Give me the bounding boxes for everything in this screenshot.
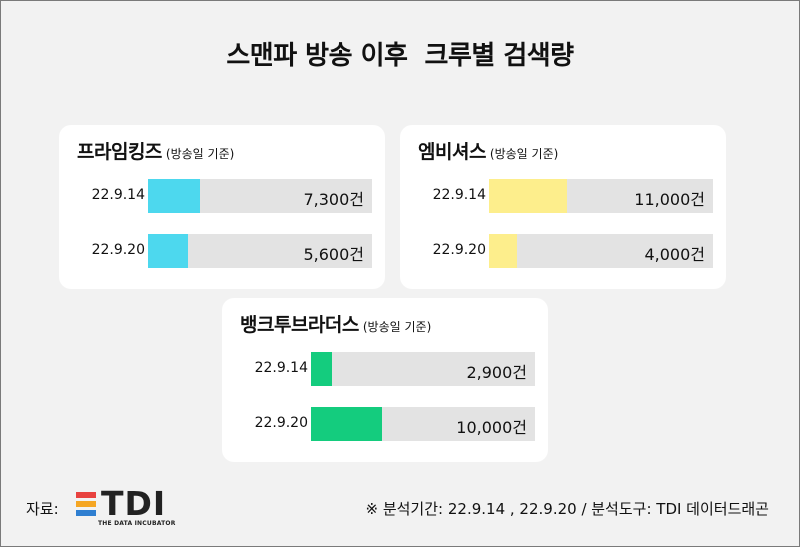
card-header: 뱅크투브라더스 (방송일 기준) — [240, 310, 431, 337]
card-header: 엠비셔스 (방송일 기준) — [418, 137, 558, 164]
bar — [148, 179, 200, 213]
category-label: 22.9.20 — [254, 415, 308, 431]
bar-row: 22.9.14 2,900건 — [222, 352, 548, 386]
card-title: 프라임킹즈 — [77, 141, 162, 163]
chart-card-ambitious: 엠비셔스 (방송일 기준) 22.9.14 11,000건 22.9.20 4,0… — [400, 125, 726, 289]
bar — [311, 352, 332, 386]
bar-track: 11,000건 — [489, 179, 713, 213]
bar-row: 22.9.14 7,300건 — [59, 179, 385, 213]
bar-track: 4,000건 — [489, 234, 713, 268]
bar-row: 22.9.20 5,600건 — [59, 234, 385, 268]
category-label: 22.9.20 — [432, 242, 486, 258]
category-label: 22.9.14 — [91, 187, 145, 203]
value-label: 11,000건 — [634, 190, 705, 209]
card-title: 엠비셔스 — [418, 141, 486, 163]
bar-row: 22.9.20 4,000건 — [400, 234, 726, 268]
bar — [489, 234, 518, 268]
tdi-logo: TDI THE DATA INCUBATOR — [76, 484, 176, 530]
category-label: 22.9.14 — [432, 187, 486, 203]
bar-track: 10,000건 — [311, 407, 535, 441]
value-label: 7,300건 — [303, 190, 364, 209]
bar-row: 22.9.14 11,000건 — [400, 179, 726, 213]
footnote: ※ 분석기간: 22.9.14 , 22.9.20 / 분석도구: TDI 데이… — [365, 500, 770, 518]
card-note: (방송일 기준) — [362, 320, 432, 334]
logo-text: TDI — [101, 484, 167, 523]
source-label: 자료: — [26, 500, 59, 518]
value-label: 5,600건 — [303, 245, 364, 264]
value-label: 2,900건 — [466, 363, 527, 382]
value-label: 4,000건 — [644, 245, 705, 264]
bar-track: 5,600건 — [148, 234, 372, 268]
bar — [311, 407, 383, 441]
chart-card-bank-two-brothers: 뱅크투브라더스 (방송일 기준) 22.9.14 2,900건 22.9.20 1… — [222, 298, 548, 462]
category-label: 22.9.20 — [91, 242, 145, 258]
chart-card-prime-kingz: 프라임킹즈 (방송일 기준) 22.9.14 7,300건 22.9.20 5,6… — [59, 125, 385, 289]
card-note: (방송일 기준) — [489, 147, 559, 161]
card-title: 뱅크투브라더스 — [240, 314, 359, 336]
bar-track: 2,900건 — [311, 352, 535, 386]
value-label: 10,000건 — [456, 418, 527, 437]
bar-row: 22.9.20 10,000건 — [222, 407, 548, 441]
logo-stripes-icon — [76, 492, 96, 516]
category-label: 22.9.14 — [254, 360, 308, 376]
card-note: (방송일 기준) — [165, 147, 235, 161]
bar — [148, 234, 188, 268]
bar — [489, 179, 568, 213]
page-title: 스맨파 방송 이후 크루별 검색량 — [226, 41, 574, 71]
bar-track: 7,300건 — [148, 179, 372, 213]
card-header: 프라임킹즈 (방송일 기준) — [77, 137, 234, 164]
logo-subtitle: THE DATA INCUBATOR — [98, 520, 176, 527]
